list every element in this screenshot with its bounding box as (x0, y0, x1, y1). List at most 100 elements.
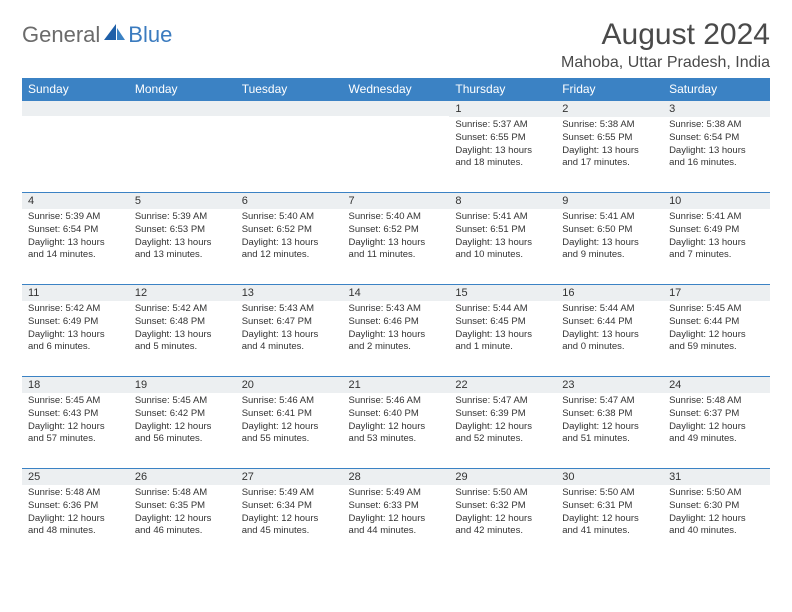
daylight-text: Daylight: 13 hours and 16 minutes. (669, 145, 764, 171)
sunset-text: Sunset: 6:55 PM (455, 132, 550, 145)
calendar-head: SundayMondayTuesdayWednesdayThursdayFrid… (22, 78, 770, 100)
day-details: Sunrise: 5:48 AMSunset: 6:35 PMDaylight:… (129, 485, 236, 542)
sunset-text: Sunset: 6:44 PM (669, 316, 764, 329)
sunset-text: Sunset: 6:32 PM (455, 500, 550, 513)
sunrise-text: Sunrise: 5:39 AM (28, 211, 123, 224)
sunrise-text: Sunrise: 5:38 AM (669, 119, 764, 132)
calendar-day-cell: 21Sunrise: 5:46 AMSunset: 6:40 PMDayligh… (343, 376, 450, 468)
calendar-week-row: 18Sunrise: 5:45 AMSunset: 6:43 PMDayligh… (22, 376, 770, 468)
sunrise-text: Sunrise: 5:43 AM (349, 303, 444, 316)
daylight-text: Daylight: 12 hours and 44 minutes. (349, 513, 444, 539)
sunrise-text: Sunrise: 5:45 AM (135, 395, 230, 408)
logo-sail-icon (104, 24, 126, 47)
calendar-day-cell: 24Sunrise: 5:48 AMSunset: 6:37 PMDayligh… (663, 376, 770, 468)
daylight-text: Daylight: 13 hours and 0 minutes. (562, 329, 657, 355)
day-number: 9 (556, 192, 663, 209)
sunset-text: Sunset: 6:43 PM (28, 408, 123, 421)
sunset-text: Sunset: 6:50 PM (562, 224, 657, 237)
calendar-day-cell: 25Sunrise: 5:48 AMSunset: 6:36 PMDayligh… (22, 468, 129, 560)
calendar-day-cell: 7Sunrise: 5:40 AMSunset: 6:52 PMDaylight… (343, 192, 450, 284)
day-header: Monday (129, 78, 236, 100)
daylight-text: Daylight: 12 hours and 55 minutes. (242, 421, 337, 447)
day-details: Sunrise: 5:46 AMSunset: 6:40 PMDaylight:… (343, 393, 450, 450)
daylight-text: Daylight: 12 hours and 57 minutes. (28, 421, 123, 447)
daylight-text: Daylight: 13 hours and 2 minutes. (349, 329, 444, 355)
day-number: 16 (556, 284, 663, 301)
sunrise-text: Sunrise: 5:50 AM (562, 487, 657, 500)
daylight-text: Daylight: 12 hours and 52 minutes. (455, 421, 550, 447)
page-header: General Blue August 2024 Mahoba, Uttar P… (22, 18, 770, 72)
sunrise-text: Sunrise: 5:47 AM (455, 395, 550, 408)
day-details: Sunrise: 5:44 AMSunset: 6:44 PMDaylight:… (556, 301, 663, 358)
daylight-text: Daylight: 13 hours and 1 minute. (455, 329, 550, 355)
calendar-day-cell: 11Sunrise: 5:42 AMSunset: 6:49 PMDayligh… (22, 284, 129, 376)
calendar-day-cell (343, 100, 450, 192)
day-details: Sunrise: 5:49 AMSunset: 6:34 PMDaylight:… (236, 485, 343, 542)
calendar-day-cell: 29Sunrise: 5:50 AMSunset: 6:32 PMDayligh… (449, 468, 556, 560)
day-number: 28 (343, 468, 450, 485)
day-number: 2 (556, 100, 663, 117)
sunset-text: Sunset: 6:35 PM (135, 500, 230, 513)
day-number: 14 (343, 284, 450, 301)
day-number: 1 (449, 100, 556, 117)
sunset-text: Sunset: 6:31 PM (562, 500, 657, 513)
logo-text-blue: Blue (128, 22, 172, 48)
day-header: Wednesday (343, 78, 450, 100)
day-number: 3 (663, 100, 770, 117)
calendar-day-cell: 10Sunrise: 5:41 AMSunset: 6:49 PMDayligh… (663, 192, 770, 284)
day-details: Sunrise: 5:39 AMSunset: 6:53 PMDaylight:… (129, 209, 236, 266)
day-number: 18 (22, 376, 129, 393)
calendar-day-cell: 2Sunrise: 5:38 AMSunset: 6:55 PMDaylight… (556, 100, 663, 192)
day-number: 12 (129, 284, 236, 301)
day-number: 23 (556, 376, 663, 393)
daylight-text: Daylight: 12 hours and 41 minutes. (562, 513, 657, 539)
sunset-text: Sunset: 6:37 PM (669, 408, 764, 421)
day-details: Sunrise: 5:37 AMSunset: 6:55 PMDaylight:… (449, 117, 556, 174)
day-details: Sunrise: 5:49 AMSunset: 6:33 PMDaylight:… (343, 485, 450, 542)
sunrise-text: Sunrise: 5:49 AM (349, 487, 444, 500)
calendar-day-cell: 23Sunrise: 5:47 AMSunset: 6:38 PMDayligh… (556, 376, 663, 468)
calendar-day-cell: 8Sunrise: 5:41 AMSunset: 6:51 PMDaylight… (449, 192, 556, 284)
sunrise-text: Sunrise: 5:40 AM (349, 211, 444, 224)
day-details: Sunrise: 5:43 AMSunset: 6:46 PMDaylight:… (343, 301, 450, 358)
day-number: 7 (343, 192, 450, 209)
sunrise-text: Sunrise: 5:49 AM (242, 487, 337, 500)
calendar-day-cell: 28Sunrise: 5:49 AMSunset: 6:33 PMDayligh… (343, 468, 450, 560)
day-details: Sunrise: 5:40 AMSunset: 6:52 PMDaylight:… (236, 209, 343, 266)
calendar-day-cell: 1Sunrise: 5:37 AMSunset: 6:55 PMDaylight… (449, 100, 556, 192)
calendar-day-cell: 3Sunrise: 5:38 AMSunset: 6:54 PMDaylight… (663, 100, 770, 192)
day-number (129, 100, 236, 116)
day-number: 30 (556, 468, 663, 485)
calendar-day-cell: 5Sunrise: 5:39 AMSunset: 6:53 PMDaylight… (129, 192, 236, 284)
calendar-table: SundayMondayTuesdayWednesdayThursdayFrid… (22, 78, 770, 560)
day-details: Sunrise: 5:50 AMSunset: 6:31 PMDaylight:… (556, 485, 663, 542)
day-details: Sunrise: 5:38 AMSunset: 6:54 PMDaylight:… (663, 117, 770, 174)
day-number: 6 (236, 192, 343, 209)
logo-text-general: General (22, 22, 100, 48)
sunrise-text: Sunrise: 5:44 AM (455, 303, 550, 316)
day-details: Sunrise: 5:40 AMSunset: 6:52 PMDaylight:… (343, 209, 450, 266)
sunset-text: Sunset: 6:55 PM (562, 132, 657, 145)
day-number: 25 (22, 468, 129, 485)
sunrise-text: Sunrise: 5:41 AM (669, 211, 764, 224)
day-header: Tuesday (236, 78, 343, 100)
sunset-text: Sunset: 6:49 PM (669, 224, 764, 237)
calendar-day-cell: 17Sunrise: 5:45 AMSunset: 6:44 PMDayligh… (663, 284, 770, 376)
sunrise-text: Sunrise: 5:42 AM (135, 303, 230, 316)
sunrise-text: Sunrise: 5:48 AM (669, 395, 764, 408)
calendar-page: General Blue August 2024 Mahoba, Uttar P… (0, 0, 792, 572)
calendar-body: 1Sunrise: 5:37 AMSunset: 6:55 PMDaylight… (22, 100, 770, 560)
day-details: Sunrise: 5:50 AMSunset: 6:32 PMDaylight:… (449, 485, 556, 542)
sunrise-text: Sunrise: 5:47 AM (562, 395, 657, 408)
day-number: 11 (22, 284, 129, 301)
day-number: 21 (343, 376, 450, 393)
calendar-day-cell (236, 100, 343, 192)
sunrise-text: Sunrise: 5:48 AM (135, 487, 230, 500)
day-number: 24 (663, 376, 770, 393)
sunrise-text: Sunrise: 5:46 AM (349, 395, 444, 408)
daylight-text: Daylight: 12 hours and 40 minutes. (669, 513, 764, 539)
daylight-text: Daylight: 12 hours and 45 minutes. (242, 513, 337, 539)
calendar-day-cell: 19Sunrise: 5:45 AMSunset: 6:42 PMDayligh… (129, 376, 236, 468)
daylight-text: Daylight: 12 hours and 51 minutes. (562, 421, 657, 447)
sunset-text: Sunset: 6:53 PM (135, 224, 230, 237)
